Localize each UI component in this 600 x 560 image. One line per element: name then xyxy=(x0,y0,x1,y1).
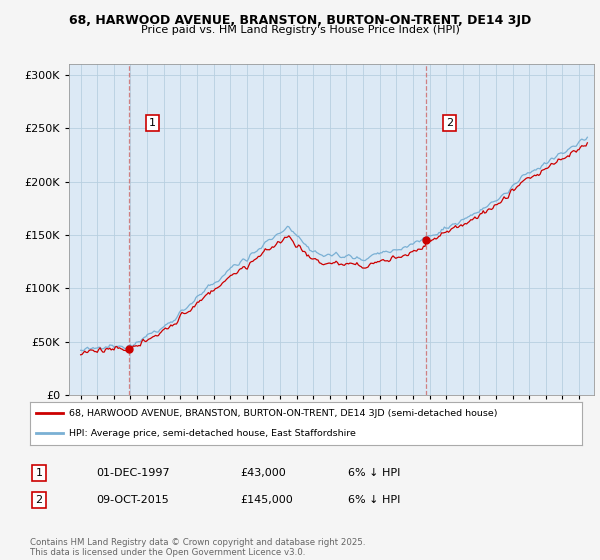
Text: Price paid vs. HM Land Registry's House Price Index (HPI): Price paid vs. HM Land Registry's House … xyxy=(140,25,460,35)
Text: £43,000: £43,000 xyxy=(240,468,286,478)
Text: 6% ↓ HPI: 6% ↓ HPI xyxy=(348,468,400,478)
Text: 6% ↓ HPI: 6% ↓ HPI xyxy=(348,495,400,505)
Text: HPI: Average price, semi-detached house, East Staffordshire: HPI: Average price, semi-detached house,… xyxy=(68,429,356,438)
Text: 2: 2 xyxy=(446,118,453,128)
Text: 1: 1 xyxy=(149,118,156,128)
Text: 68, HARWOOD AVENUE, BRANSTON, BURTON-ON-TRENT, DE14 3JD (semi-detached house): 68, HARWOOD AVENUE, BRANSTON, BURTON-ON-… xyxy=(68,409,497,418)
Text: 01-DEC-1997: 01-DEC-1997 xyxy=(96,468,170,478)
Text: £145,000: £145,000 xyxy=(240,495,293,505)
Text: 09-OCT-2015: 09-OCT-2015 xyxy=(96,495,169,505)
Text: 1: 1 xyxy=(35,468,43,478)
Text: Contains HM Land Registry data © Crown copyright and database right 2025.
This d: Contains HM Land Registry data © Crown c… xyxy=(30,538,365,557)
Text: 2: 2 xyxy=(35,495,43,505)
Text: 68, HARWOOD AVENUE, BRANSTON, BURTON-ON-TRENT, DE14 3JD: 68, HARWOOD AVENUE, BRANSTON, BURTON-ON-… xyxy=(69,14,531,27)
